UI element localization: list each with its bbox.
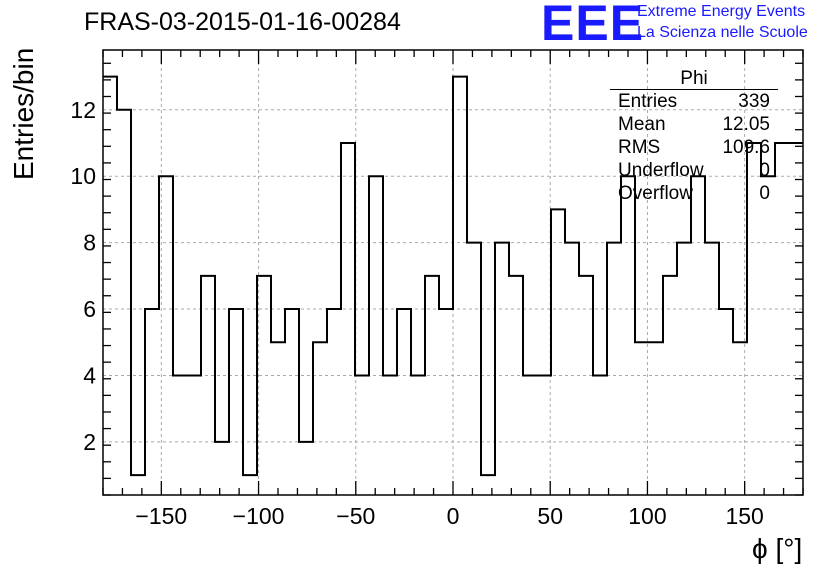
histogram-bin — [145, 309, 159, 495]
histogram-step-line — [103, 75, 803, 477]
x-axis-label: ϕ [°] — [752, 533, 803, 564]
x-tick-label: 150 — [725, 503, 763, 529]
histogram-bin — [733, 342, 747, 495]
histogram-bin — [509, 276, 523, 495]
stats-value: 12.05 — [722, 114, 770, 135]
stats-row-underflow: Underflow 0 — [610, 159, 778, 182]
histogram-bin — [313, 342, 327, 495]
histogram-bin — [565, 243, 579, 495]
histogram-bin — [187, 375, 201, 495]
stats-label: Overflow — [618, 183, 693, 204]
histogram-bin — [593, 375, 607, 495]
histogram-bin — [635, 342, 649, 495]
histogram-bin — [495, 243, 509, 495]
stats-label: Entries — [618, 91, 678, 112]
x-tick-label: 100 — [628, 503, 666, 529]
stats-value: 0 — [759, 183, 770, 204]
histogram-bin — [103, 77, 117, 495]
y-tick-label: 10 — [70, 163, 96, 189]
eee-logo: EEE — [541, 0, 645, 51]
histogram-bin — [229, 309, 243, 495]
y-tick-label: 2 — [83, 429, 96, 455]
histogram-bin — [327, 309, 341, 495]
x-tick-label: −50 — [336, 503, 375, 529]
stats-title: Phi — [610, 68, 778, 90]
x-tick-label: 50 — [537, 503, 563, 529]
histogram-bin — [299, 442, 313, 495]
histogram-bin — [355, 375, 369, 495]
histogram-bin — [425, 276, 439, 495]
histogram-bin — [201, 276, 215, 495]
logo-line-2: La Scienza nelle Scuole — [637, 24, 808, 41]
histogram-bin — [159, 176, 173, 495]
histogram-bin — [705, 243, 719, 495]
stats-box: Phi Entries 339 Mean 12.05 RMS 109.6 Und… — [610, 68, 778, 205]
histogram-bin — [453, 77, 467, 495]
histogram-bin — [677, 243, 691, 495]
y-tick-label: 8 — [83, 230, 96, 256]
stats-value: 0 — [759, 160, 770, 181]
histogram-bin — [117, 110, 131, 495]
y-tick-label: 4 — [83, 362, 96, 388]
chart-title: FRAS-03-2015-01-16-00284 — [84, 8, 401, 36]
histogram-bin — [537, 375, 551, 495]
histogram-bin — [215, 442, 229, 495]
stats-value: 339 — [738, 91, 770, 112]
stats-row-rms: RMS 109.6 — [610, 136, 778, 159]
histogram-bin — [691, 176, 705, 495]
histogram-bin — [523, 375, 537, 495]
stats-row-overflow: Overflow 0 — [610, 182, 778, 205]
histogram-bin — [621, 176, 635, 495]
stats-label: Underflow — [618, 160, 704, 181]
histogram-bin — [551, 209, 565, 495]
histogram-bin — [467, 243, 481, 495]
histogram-bin — [761, 176, 775, 495]
x-tick-label: −150 — [135, 503, 187, 529]
x-tick-label: −100 — [233, 503, 285, 529]
y-tick-label: 6 — [83, 296, 96, 322]
histogram-bin — [285, 309, 299, 495]
histogram-bin — [173, 375, 187, 495]
logo-line-1: Extreme Energy Events — [637, 3, 806, 20]
stats-row-mean: Mean 12.05 — [610, 113, 778, 136]
stats-label: RMS — [618, 137, 661, 158]
histogram-bin — [341, 143, 355, 495]
histogram-bin — [719, 309, 733, 495]
histogram-bin — [663, 276, 677, 495]
x-tick-label: 0 — [447, 503, 460, 529]
histogram-bin — [257, 276, 271, 495]
histogram-bin — [439, 309, 453, 495]
stats-row-entries: Entries 339 — [610, 90, 778, 113]
histogram-bin — [481, 475, 495, 495]
stats-value: 109.6 — [722, 137, 770, 158]
y-tick-label: 12 — [70, 97, 96, 123]
histogram-bin — [383, 375, 397, 495]
histogram-bin — [411, 375, 425, 495]
histogram-bin — [649, 342, 663, 495]
histogram-bin — [397, 309, 411, 495]
histogram-bin — [131, 475, 145, 495]
histogram-bin — [579, 276, 593, 495]
histogram-bin — [607, 243, 621, 495]
histogram-bin — [271, 342, 285, 495]
histogram-bin — [243, 475, 257, 495]
histogram-bin — [369, 176, 383, 495]
stats-label: Mean — [618, 114, 666, 135]
